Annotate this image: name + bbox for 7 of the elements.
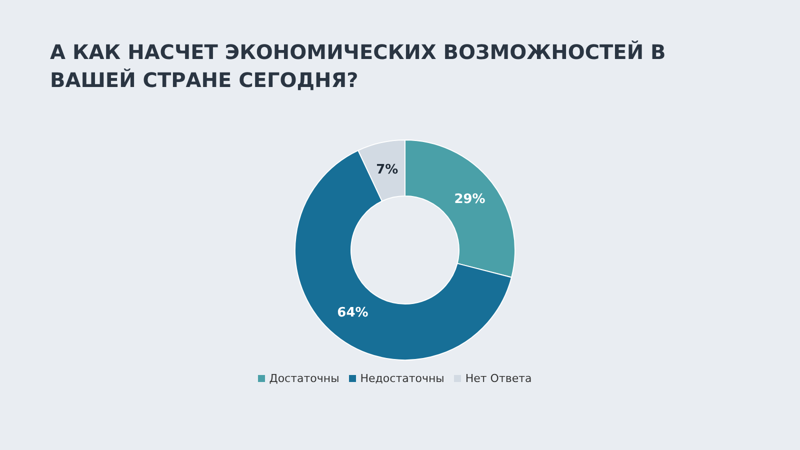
legend-label: Недостаточны bbox=[360, 372, 444, 385]
data-label: 29% bbox=[454, 192, 486, 208]
data-label: 64% bbox=[337, 306, 368, 321]
legend-label: Нет Ответа bbox=[465, 372, 532, 385]
chart-title: А КАК НАСЧЕТ ЭКОНОМИЧЕСКИХ ВОЗМОЖНОСТЕЙ В ВАШЕЙ СТРАНЕ СЕГОДНЯ? bbox=[50, 39, 667, 94]
legend-label: Достаточны bbox=[269, 372, 340, 385]
data-label: 7% bbox=[376, 162, 398, 178]
